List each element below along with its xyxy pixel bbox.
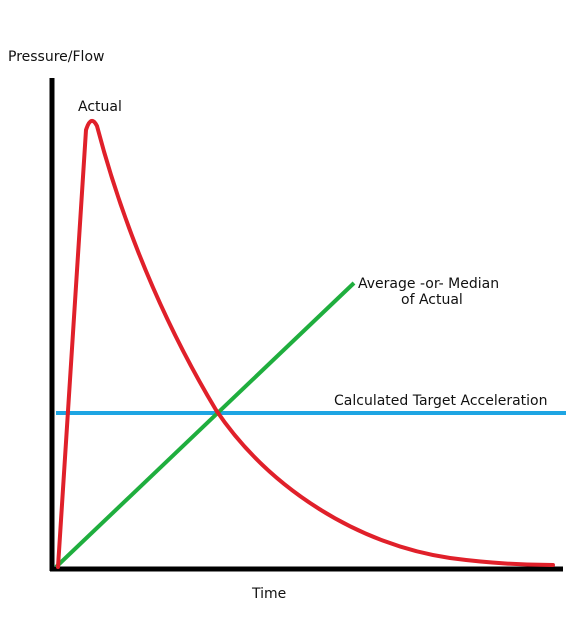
average-median-label-line2: of Actual [401, 292, 463, 308]
average-median-label-line1: Average -or- Median [358, 276, 499, 292]
average-median-line [54, 281, 356, 569]
actual-label: Actual [78, 99, 122, 115]
actual-curve [56, 118, 555, 569]
y-axis-label: Pressure/Flow [8, 49, 104, 65]
x-axis-label: Time [251, 586, 286, 602]
target-acceleration-label: Calculated Target Acceleration [334, 393, 547, 409]
